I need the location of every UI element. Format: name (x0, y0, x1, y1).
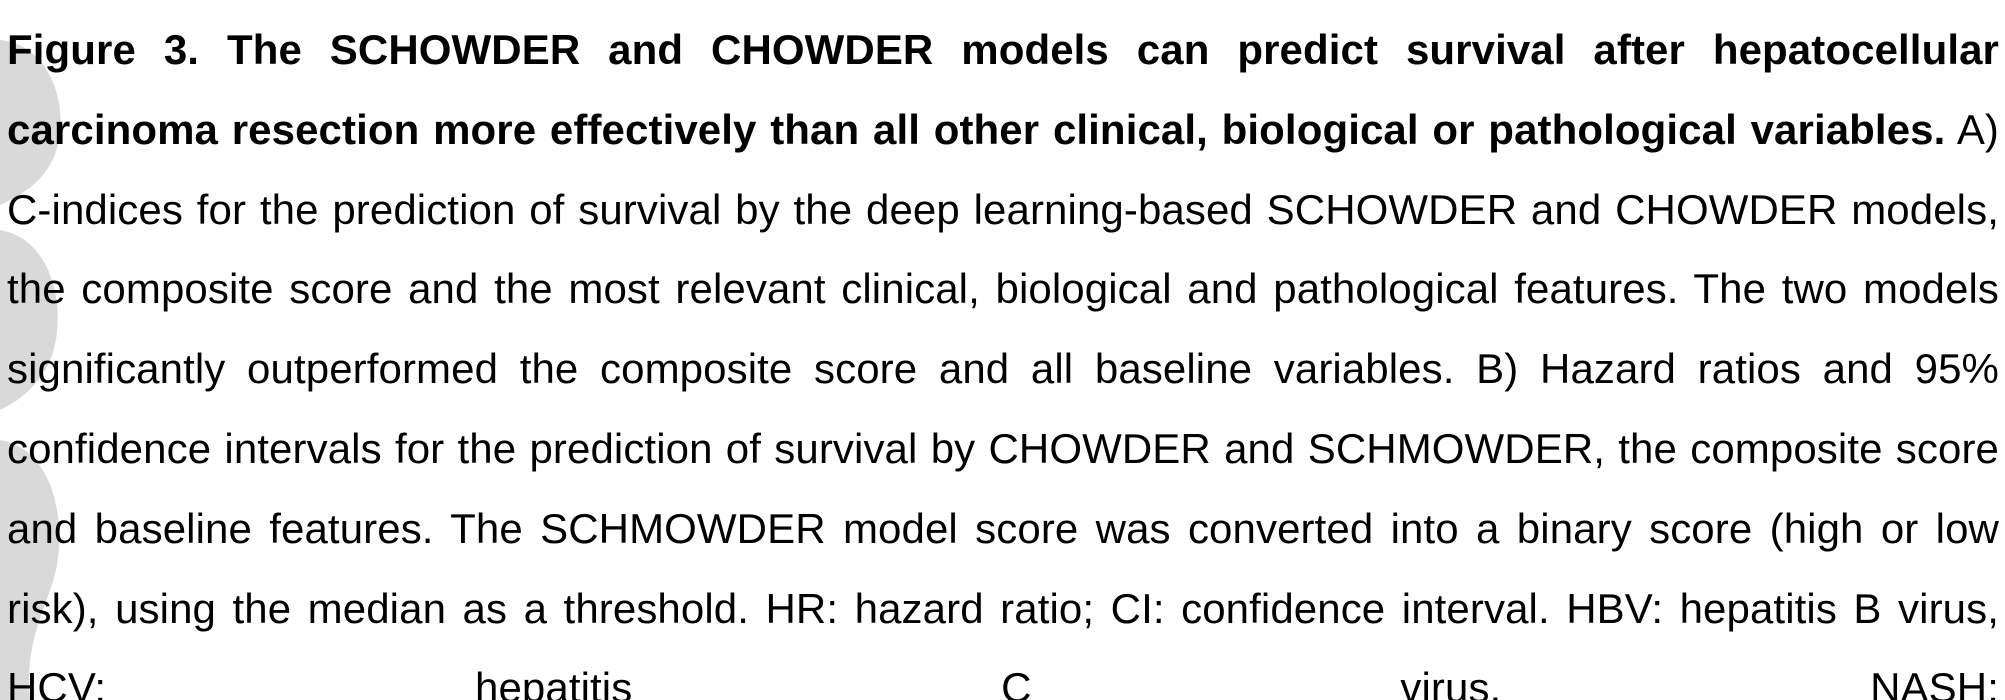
figure-caption: Figure 3. The SCHOWDER and CHOWDER model… (7, 10, 1999, 700)
figure-caption-body: A) C-indices for the prediction of survi… (7, 105, 2000, 700)
watermark-shape (0, 40, 61, 700)
watermark-curve-bottom (0, 440, 60, 700)
watermark-curve-middle (0, 230, 58, 410)
figure-title: The SCHOWDER and CHOWDER models can pred… (7, 26, 1999, 153)
figure-label: Figure 3. (7, 26, 200, 73)
watermark-curve-top (0, 40, 61, 205)
